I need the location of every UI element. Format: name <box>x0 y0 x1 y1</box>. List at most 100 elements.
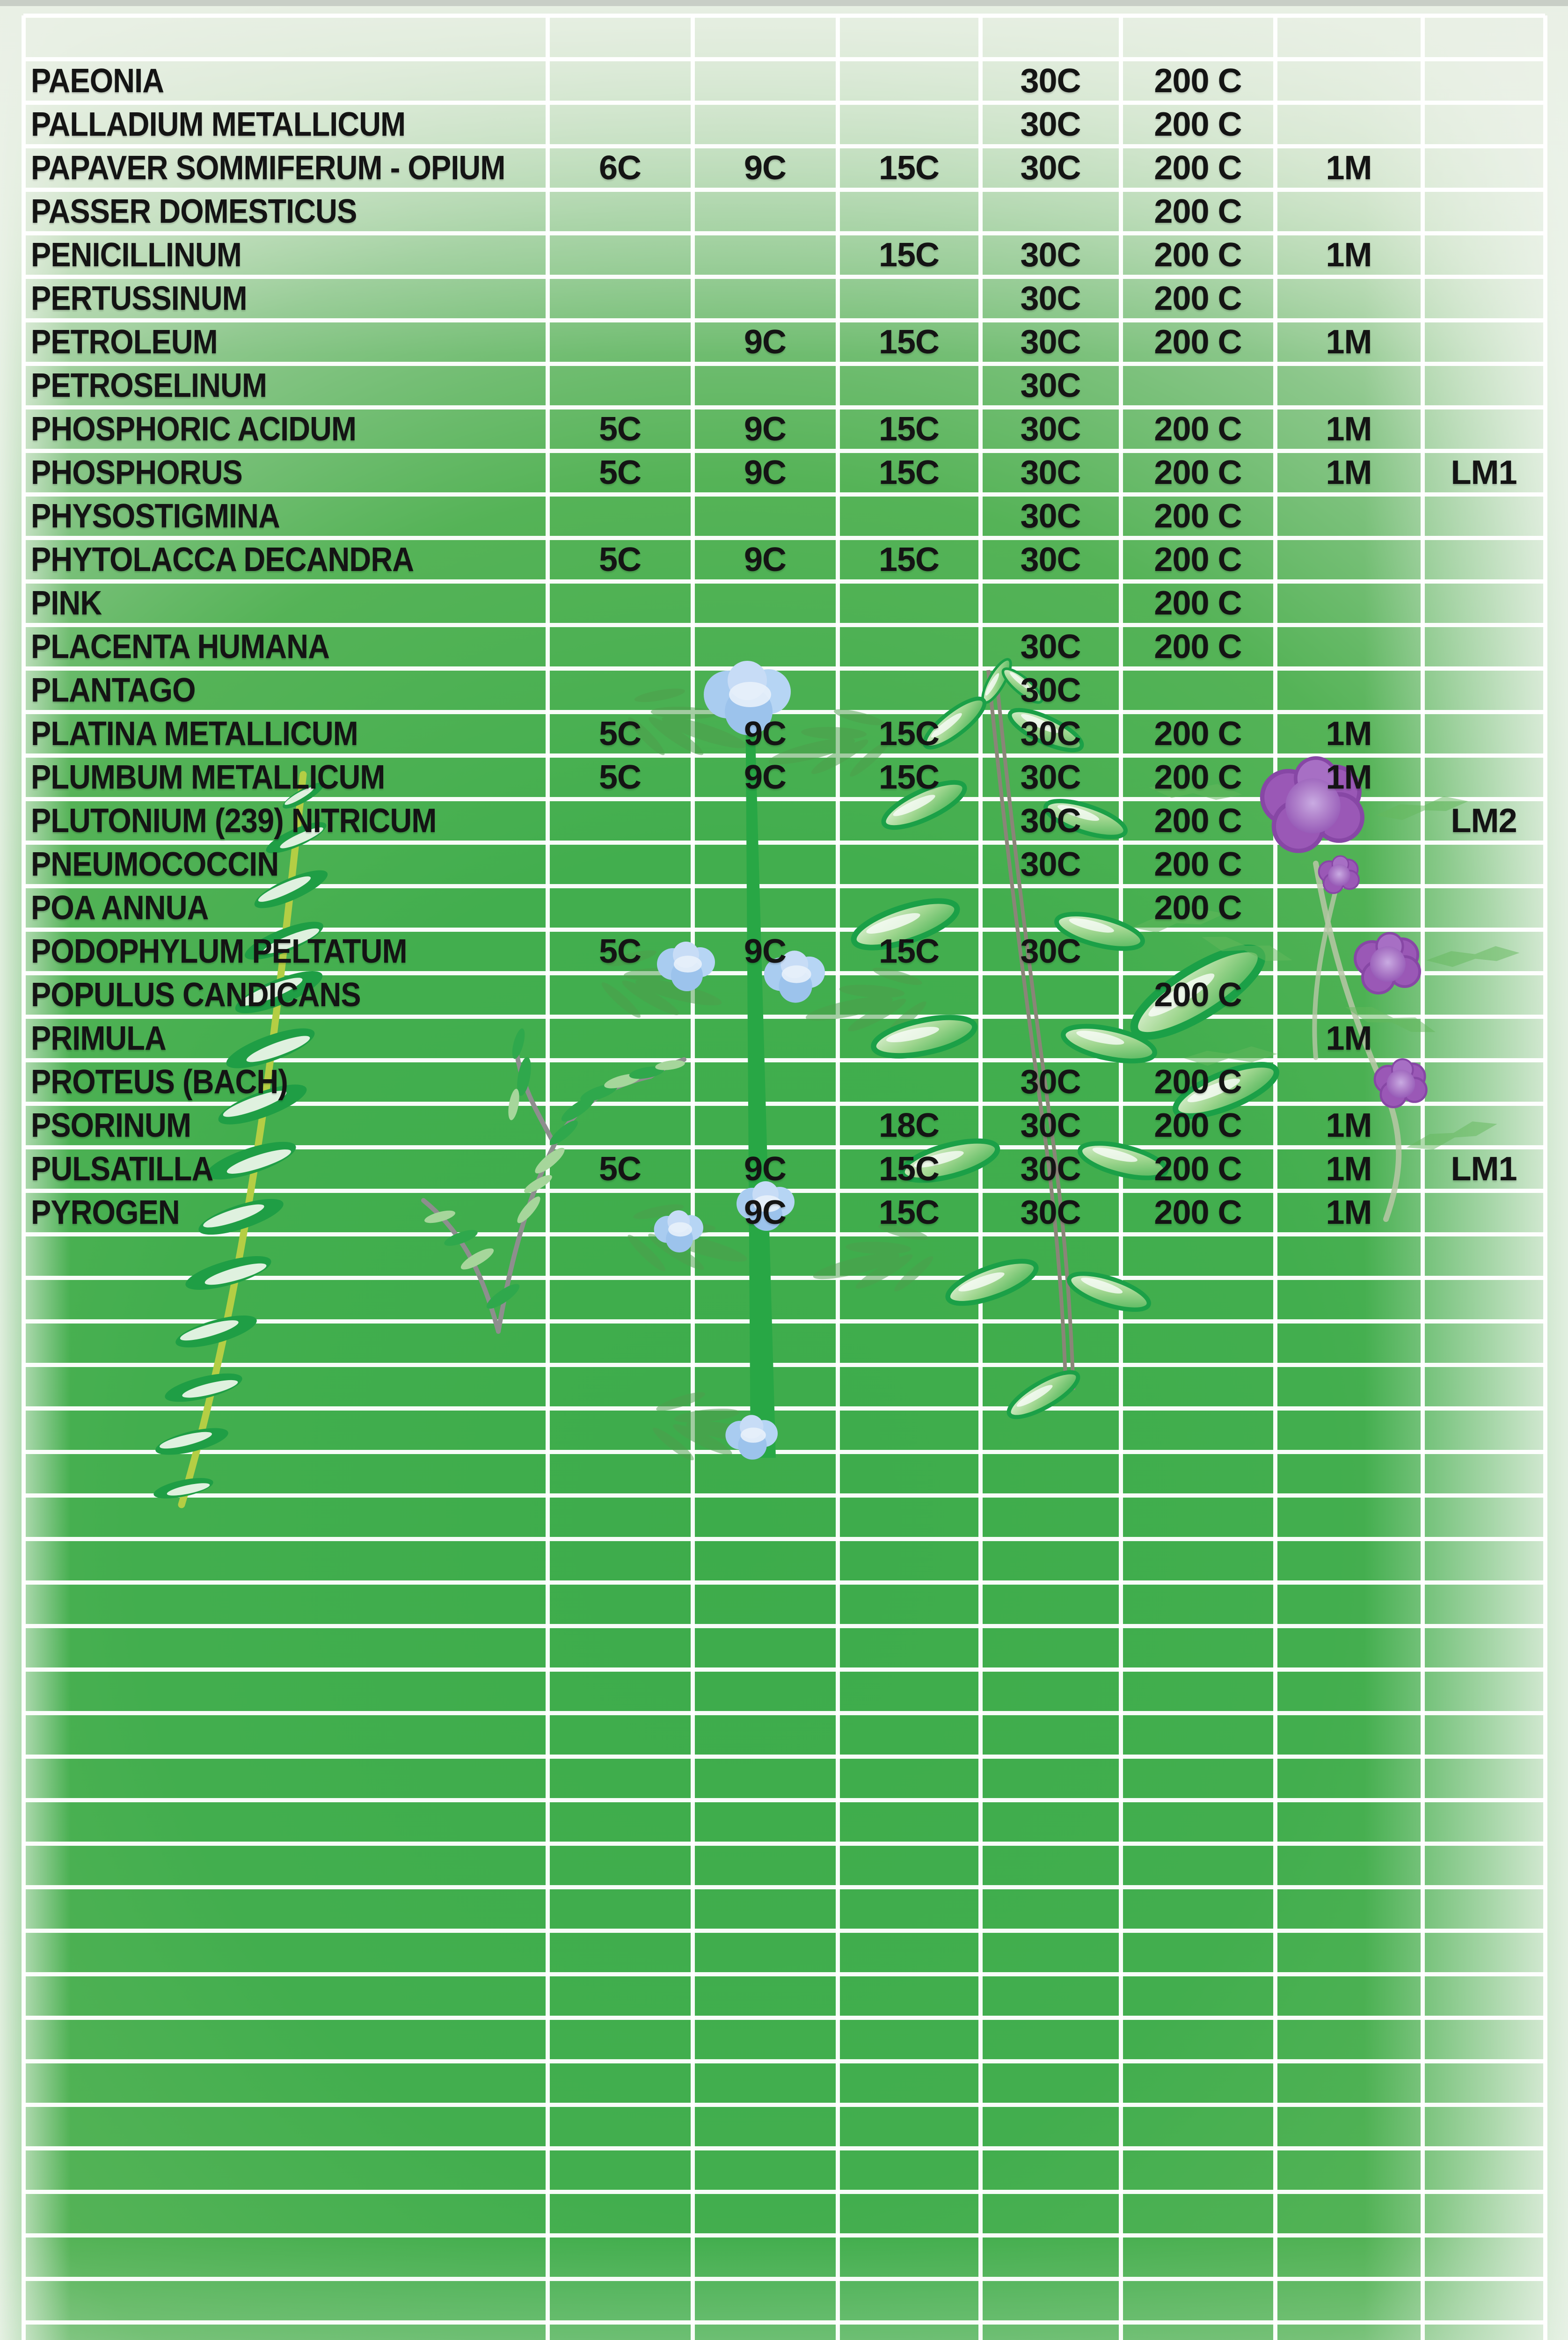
potency-cell: 5C <box>598 453 642 491</box>
potency-cell: 30C <box>1020 410 1081 448</box>
remedy-name: PRIMULA <box>31 1019 167 1057</box>
grid-line-horizontal <box>23 535 1545 540</box>
remedy-name: PHOSPHORUS <box>31 453 243 491</box>
potency-cell: 30C <box>1020 932 1081 970</box>
potency-cell: 200 C <box>1154 149 1242 187</box>
potency-cell: 6C <box>598 149 642 187</box>
grid-line-horizontal <box>23 492 1545 497</box>
potency-cell: 9C <box>744 410 787 448</box>
grid-line-horizontal <box>23 1014 1545 1019</box>
grid-line-horizontal <box>23 622 1545 627</box>
potency-cell: 200 C <box>1154 497 1242 535</box>
remedy-name: PHYSOSTIGMINA <box>31 497 280 535</box>
potency-cell: 30C <box>1020 628 1081 665</box>
potency-cell: 200 C <box>1154 976 1242 1014</box>
grid-line-horizontal <box>23 840 1545 845</box>
potency-cell: 30C <box>1020 1106 1081 1144</box>
potency-cell: 200 C <box>1154 889 1242 927</box>
page-top-strip <box>0 0 1568 6</box>
remedy-name: PHOSPHORIC ACIDUM <box>31 410 357 448</box>
grid-line-horizontal <box>23 1885 1545 1889</box>
grid-line-horizontal <box>23 405 1545 410</box>
potency-cell: 200 C <box>1154 584 1242 622</box>
potency-cell: 1M <box>1326 410 1372 448</box>
potency-cell: 200 C <box>1154 802 1242 840</box>
grid-line-horizontal <box>23 361 1545 366</box>
remedy-name: PENICILLINUM <box>31 236 242 274</box>
grid-line-vertical <box>1543 15 1547 2340</box>
remedy-name: PLACENTA HUMANA <box>31 628 330 665</box>
potency-cell: 30C <box>1020 149 1081 187</box>
remedy-name: PLANTAGO <box>31 671 196 709</box>
potency-cell: 9C <box>744 932 787 970</box>
potency-cell: 1M <box>1326 1019 1372 1057</box>
potency-cell: 30C <box>1020 453 1081 491</box>
potency-cell: 200 C <box>1154 1106 1242 1144</box>
potency-cell: 200 C <box>1154 279 1242 317</box>
potency-cell: 1M <box>1326 758 1372 796</box>
remedy-name: PALLADIUM METALLICUM <box>31 105 406 143</box>
grid-line-horizontal <box>23 2189 1545 2194</box>
potency-cell: 30C <box>1020 1063 1081 1101</box>
remedy-name: PERTUSSINUM <box>31 279 248 317</box>
potency-cell: 30C <box>1020 1150 1081 1188</box>
grid-line-horizontal <box>23 2276 1545 2281</box>
potency-cell: 30C <box>1020 1193 1081 1231</box>
remedy-name: PAPAVER SOMMIFERUM - OPIUM <box>31 149 505 187</box>
grid-line-horizontal <box>23 1232 1545 1236</box>
potency-cell: 9C <box>744 1150 787 1188</box>
grid-line-horizontal <box>23 1536 1545 1541</box>
potency-cell: 5C <box>598 1150 642 1188</box>
potency-cell: 15C <box>878 236 940 274</box>
remedy-name: PLATINA METALLICUM <box>31 715 358 753</box>
grid-line-horizontal <box>23 187 1545 192</box>
grid-line-vertical <box>1273 15 1277 2340</box>
remedy-name: PODOPHYLUM PELTATUM <box>31 932 408 970</box>
potency-cell: 30C <box>1020 323 1081 361</box>
remedy-name: PETROSELINUM <box>31 366 267 404</box>
grid-line-horizontal <box>23 1580 1545 1585</box>
remedy-name: PULSATILLA <box>31 1150 213 1188</box>
potency-cell: LM1 <box>1451 453 1517 491</box>
grid-line-horizontal <box>23 579 1545 584</box>
grid-line-horizontal <box>23 1058 1545 1062</box>
potency-cell: 5C <box>598 410 642 448</box>
potency-cell: 15C <box>878 410 940 448</box>
potency-cell: 30C <box>1020 715 1081 753</box>
potency-cell: 200 C <box>1154 453 1242 491</box>
grid-line-horizontal <box>23 1972 1545 1976</box>
potency-cell: 15C <box>878 453 940 491</box>
grid-line-horizontal <box>23 1319 1545 1324</box>
potency-cell: 18C <box>878 1106 940 1144</box>
potency-cell: 1M <box>1326 453 1372 491</box>
potency-cell: 200 C <box>1154 1063 1242 1101</box>
grid-line-horizontal <box>23 1145 1545 1149</box>
remedy-name: PROTEUS (BACH) <box>31 1063 288 1101</box>
potency-cell: 5C <box>598 932 642 970</box>
potency-cell: 200 C <box>1154 236 1242 274</box>
potency-cell: 200 C <box>1154 1150 1242 1188</box>
potency-cell: 200 C <box>1154 758 1242 796</box>
potency-cell: 30C <box>1020 366 1081 404</box>
potency-cell: 9C <box>744 149 787 187</box>
potency-cell: 9C <box>744 453 787 491</box>
remedy-name: PASSER DOMESTICUS <box>31 192 357 230</box>
potency-cell: 15C <box>878 715 940 753</box>
potency-cell: LM2 <box>1451 802 1517 840</box>
potency-cell: 30C <box>1020 758 1081 796</box>
potency-cell: 1M <box>1326 1106 1372 1144</box>
grid-line-horizontal <box>23 1667 1545 1672</box>
potency-cell: 200 C <box>1154 845 1242 883</box>
grid-line-horizontal <box>23 1101 1545 1106</box>
remedy-name: PLUMBUM METALLICUM <box>31 758 385 796</box>
grid-line-horizontal <box>23 144 1545 148</box>
potency-cell: 9C <box>744 758 787 796</box>
potency-cell: 30C <box>1020 236 1081 274</box>
grid-line-vertical <box>1420 15 1425 2340</box>
remedy-name: POA ANNUA <box>31 889 209 927</box>
potency-cell: LM1 <box>1451 1150 1517 1188</box>
potency-cell: 30C <box>1020 802 1081 840</box>
grid-line-horizontal <box>23 884 1545 888</box>
grid-line-horizontal <box>23 1711 1545 1715</box>
